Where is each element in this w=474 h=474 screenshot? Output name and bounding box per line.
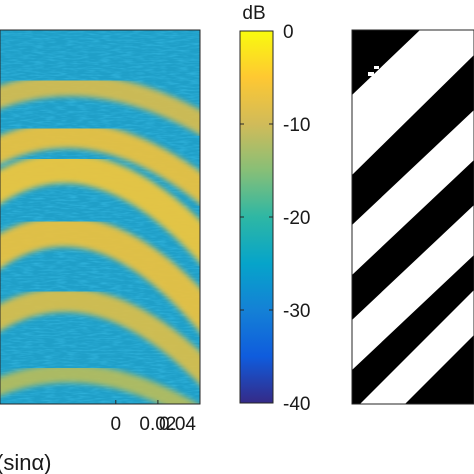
mask-stripe — [352, 205, 474, 370]
mask-speckle — [368, 72, 374, 76]
x-tick-label: 0 — [111, 414, 122, 435]
mask-speckle — [432, 72, 438, 75]
heatmap-band — [0, 216, 200, 333]
heatmap-band — [0, 364, 198, 404]
colorbar-label: dB — [242, 3, 265, 24]
mask-speckle — [444, 64, 448, 67]
heatmap-bands — [0, 74, 200, 404]
x-axis: 0 0.020.04 — [111, 400, 201, 435]
mask-speckle — [374, 66, 379, 69]
heatmap-panel: 0 0.020.04 (sinα) — [0, 29, 201, 474]
x-axis-label: (sinα) — [0, 450, 52, 474]
colorbar-gradient — [240, 31, 273, 403]
colorbar-tick-label: -40 — [283, 394, 310, 415]
heatmap-band — [0, 74, 200, 136]
x-tick-label: 0.04 — [159, 414, 196, 435]
mask-frame — [351, 29, 474, 405]
mask-stripe — [352, 30, 474, 175]
heatmap-frame — [0, 29, 201, 405]
mask-panel — [351, 29, 474, 405]
heatmap-band — [0, 122, 200, 205]
mask-stripes — [352, 30, 474, 404]
colorbar-ticks: 0 -10 -20 -30 -40 — [240, 22, 310, 415]
heatmap-band — [0, 153, 200, 264]
heatmap-band — [0, 287, 200, 385]
colorbar-tick-label: 0 — [283, 22, 294, 43]
colorbar: 0 -10 -20 -30 -40 dB — [239, 3, 310, 415]
colorbar-tick-label: -10 — [283, 115, 310, 136]
mask-stripe — [352, 110, 474, 275]
mask-stripe — [360, 290, 474, 404]
colorbar-tick-label: -20 — [283, 208, 310, 229]
colorbar-tick-label: -30 — [283, 301, 310, 322]
x-tick-label: 0.02 — [139, 414, 176, 435]
